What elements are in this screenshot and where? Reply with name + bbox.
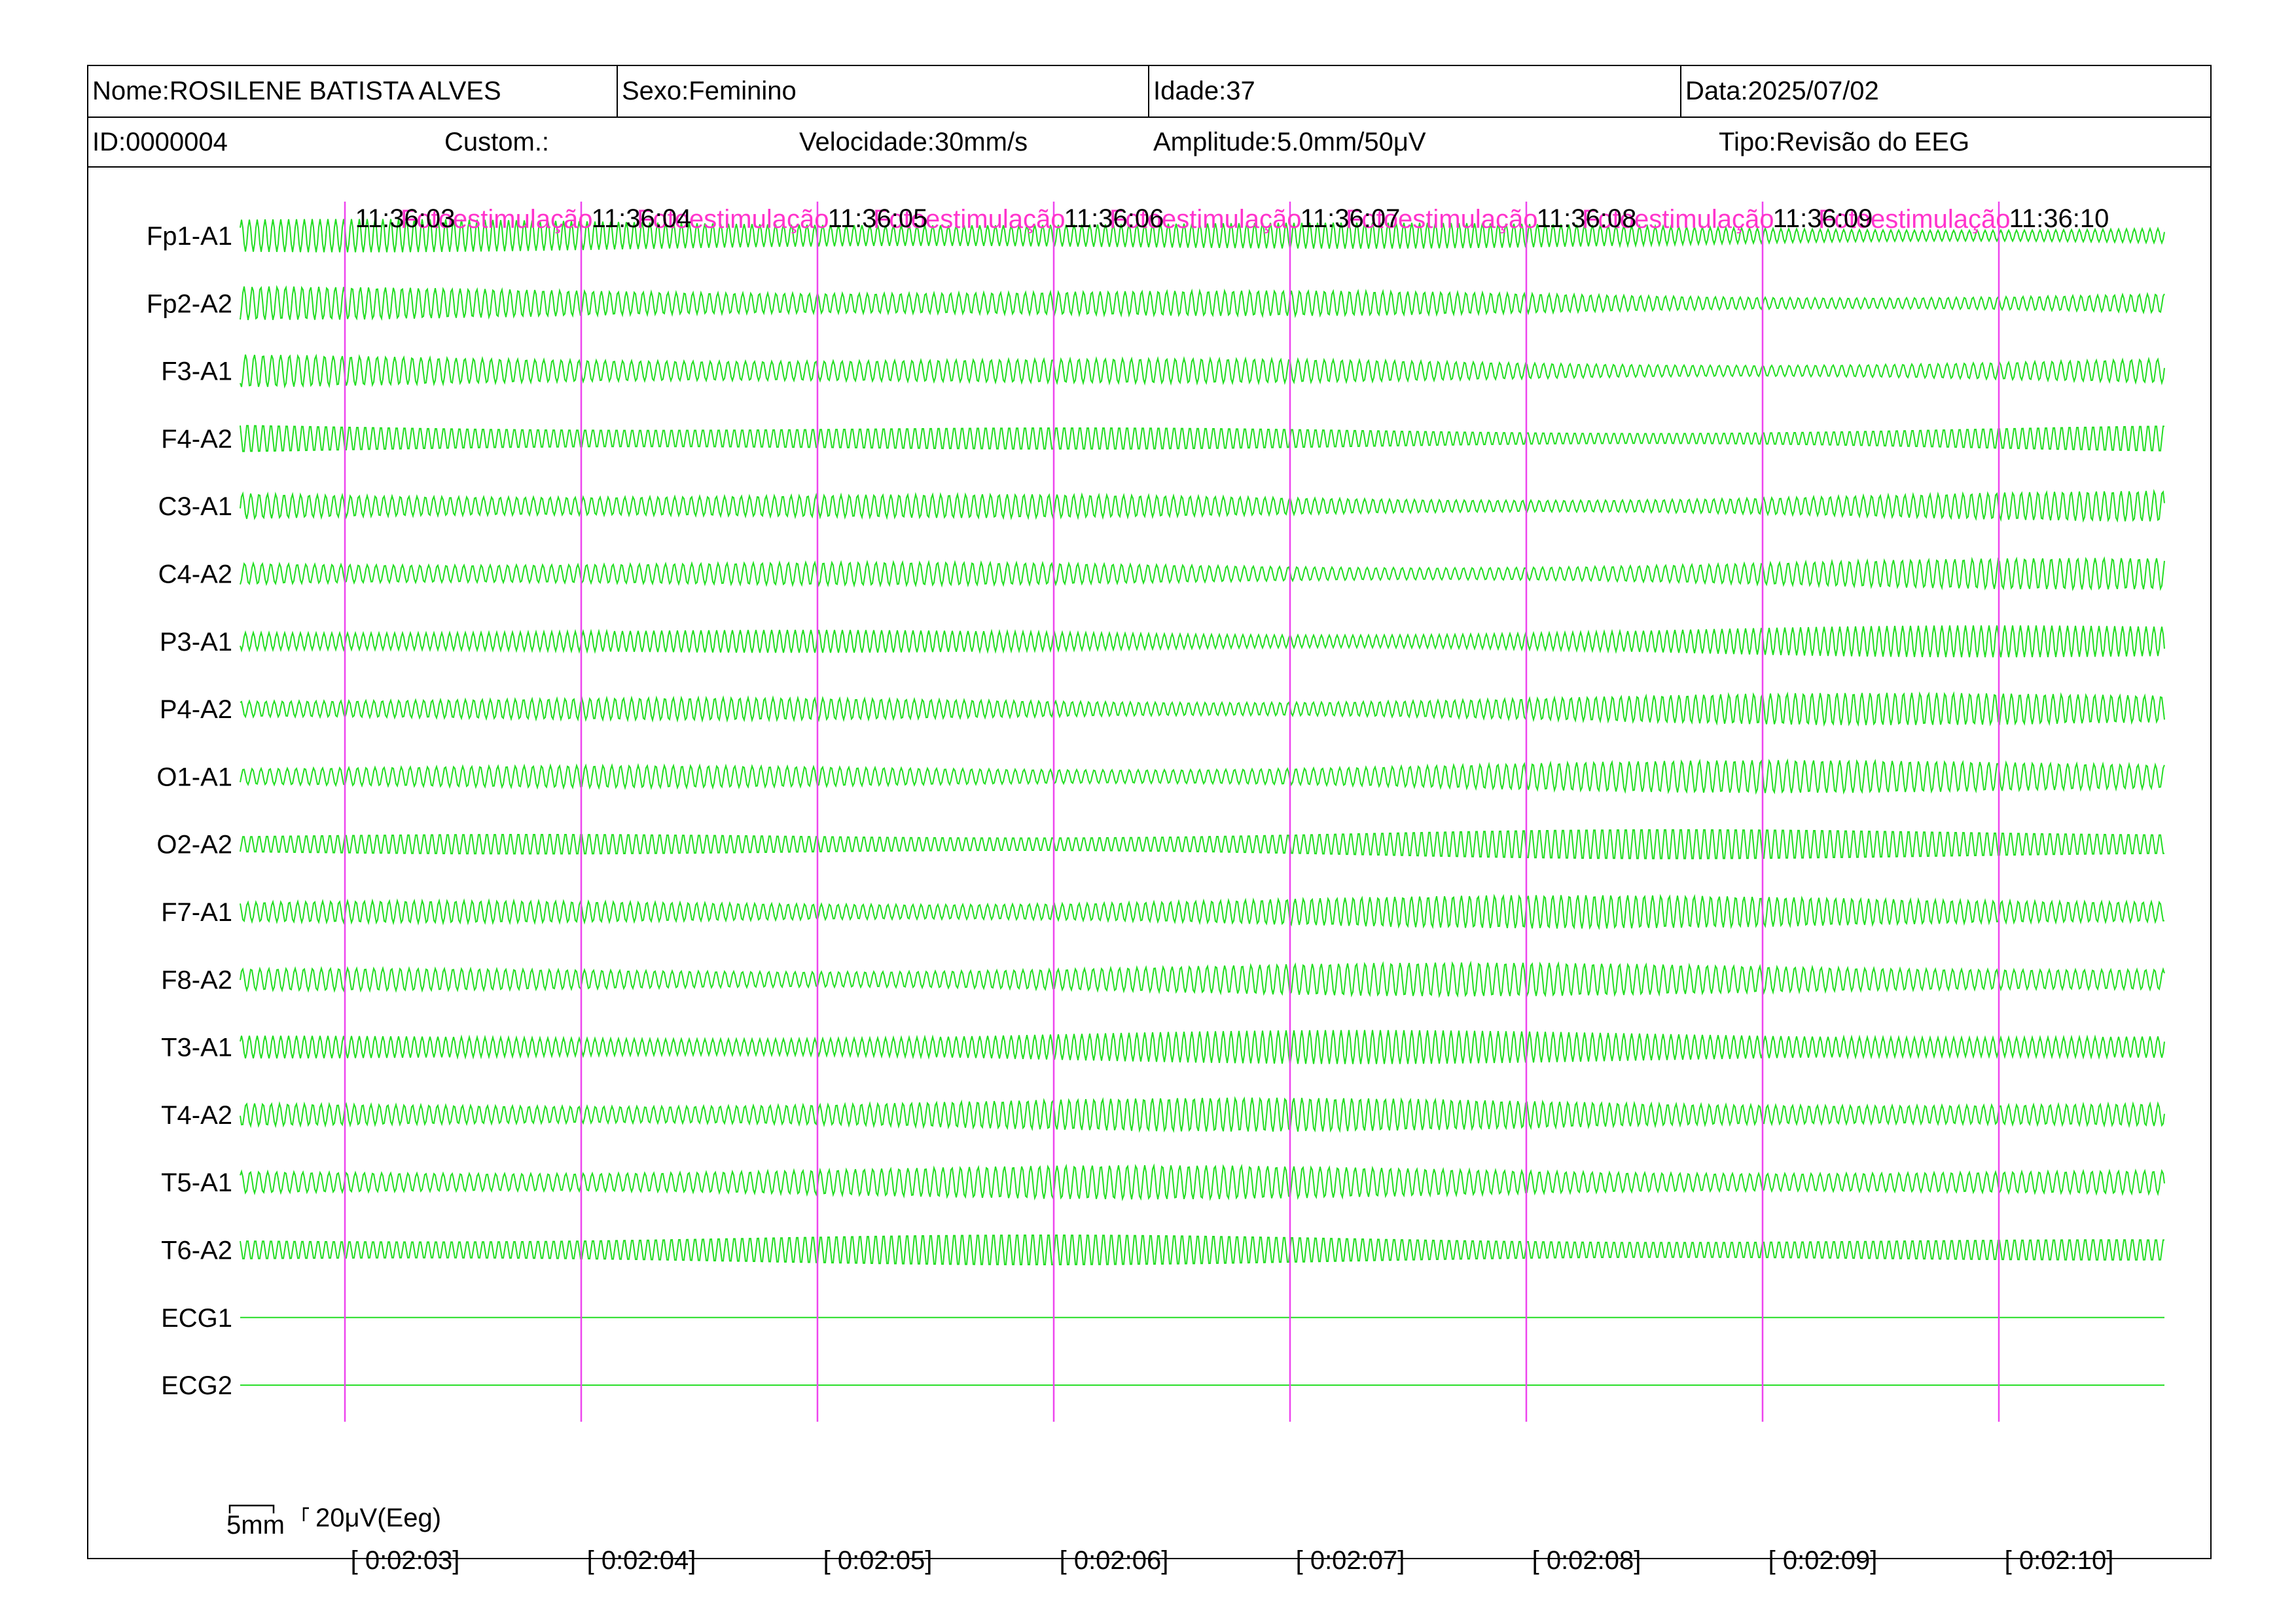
channel-label: ECG2 [161,1371,232,1400]
patient-name: Nome:ROSILENE BATISTA ALVES [92,77,501,105]
amplitude-scale-label: 20μV(Eeg) [315,1504,441,1532]
photic-stimulation-label: Fotoestimulação [401,205,592,234]
time-axis: 11:36:03 [ 0:02:03] 11:36:04 [ 0:02:04] 11:3… [351,204,2114,1575]
trace-p3-a1 [240,625,2165,658]
trace-f4-a2 [240,425,2164,452]
elapsed-tick-label: [ 0:02:07] [1296,1546,1405,1575]
trace-t3-a1 [240,1030,2165,1064]
channel-label: F8-A2 [161,965,232,994]
time-tick-label: 11:36:03 [355,204,456,233]
time-tick-label: 11:36:05 [828,204,928,233]
event-annotations: Fotoestimulação Fotoestimulação Fotoestimu… [401,205,2010,234]
channel-label: ECG1 [161,1304,232,1333]
channel-label: C4-A2 [158,560,232,589]
trace-t6-a2 [240,1234,2164,1266]
channel-labels: Fp1-A1 Fp2-A2 F3-A1 F4-A2 C3-A1 C4-A2 P3-A1 P4-… [147,222,232,1400]
channel-label: O2-A2 [156,831,232,859]
time-tick-label: 11:36:08 [1537,204,1637,233]
photic-stimulation-label: Fotoestimulação [1109,205,1301,234]
elapsed-tick-label: [ 0:02:06] [1060,1546,1169,1575]
channel-label: T5-A1 [161,1168,232,1197]
speed-setting: Velocidade:30mm/s [799,127,1028,156]
channel-label: P3-A1 [160,628,232,657]
elapsed-tick-label: [ 0:02:03] [351,1546,460,1575]
patient-id: ID:0000004 [92,127,228,156]
photic-stimulation-label: Fotoestimulação [873,205,1065,234]
trace-f3-a1 [240,353,2165,389]
trace-c4-a2 [240,556,2165,592]
time-tick-label: 11:36:09 [1773,204,1873,233]
time-tick-label: 11:36:10 [2009,204,2109,233]
channel-label: F7-A1 [161,898,232,927]
photic-stimulation-label: Fotoestimulação [1818,205,2010,234]
exam-date: Data:2025/07/02 [1680,66,1879,117]
amplitude-setting: Amplitude:5.0mm/50μV [1153,127,1426,156]
trace-o1-a1 [240,758,2165,795]
trace-f8-a2 [240,960,2165,998]
time-tick-label: 11:36:04 [592,204,692,233]
photic-stimulation-label: Fotoestimulação [637,205,829,234]
channel-label: Fp1-A1 [147,222,232,251]
trace-fp2-a2 [240,285,2165,321]
channel-label: T3-A1 [161,1034,232,1062]
channel-label: F4-A2 [161,425,232,454]
trace-f7-a1 [240,893,2165,931]
time-tick-label: 11:36:06 [1064,204,1164,233]
channel-label: F3-A1 [161,357,232,386]
eeg-traces [240,219,2165,1386]
elapsed-tick-label: [ 0:02:09] [1768,1546,1878,1575]
photic-stimulation-label: Fotoestimulação [1582,205,1774,234]
channel-label: T6-A2 [161,1236,232,1265]
elapsed-tick-label: [ 0:02:04] [587,1546,696,1575]
channel-label: O1-A1 [156,763,232,791]
trace-t5-a1 [240,1163,2165,1202]
eeg-report-sheet: Nome:ROSILENE BATISTA ALVES Sexo:Feminin… [87,65,2212,1559]
trace-fp1-a1 [240,219,2165,253]
photic-stimulation-label: Fotoestimulação [1346,205,1537,234]
trace-o2-a2 [240,829,2164,859]
header-row-patient: Nome:ROSILENE BATISTA ALVES Sexo:Feminin… [88,66,2210,118]
patient-age: Idade:37 [1148,66,1255,117]
time-tick-label: 11:36:07 [1300,204,1401,233]
amplitude-scale-bracket [302,1507,309,1521]
header-row-settings: ID:0000004 Custom.: Velocidade:30mm/s Am… [88,118,2210,168]
channel-label: Fp2-A2 [147,289,232,318]
elapsed-tick-label: [ 0:02:08] [1532,1546,1641,1575]
trace-c3-a1 [240,488,2165,523]
trace-t4-a2 [240,1096,2165,1133]
event-markers [344,202,2000,1422]
trace-p4-a2 [240,691,2165,727]
custom-field: Custom.: [444,127,550,156]
time-scale-label: 5mm [226,1511,285,1540]
channel-label: T4-A2 [161,1101,232,1130]
elapsed-tick-label: [ 0:02:10] [2005,1546,2114,1575]
channel-label: C3-A1 [158,492,232,521]
channel-label: P4-A2 [160,695,232,724]
time-scale-bracket [228,1504,275,1513]
elapsed-tick-label: [ 0:02:05] [823,1546,933,1575]
patient-sex: Sexo:Feminino [617,66,797,117]
scale-bar: 5mm 20μV(Eeg) [226,1504,441,1540]
exam-type: Tipo:Revisão do EEG [1719,127,1970,156]
